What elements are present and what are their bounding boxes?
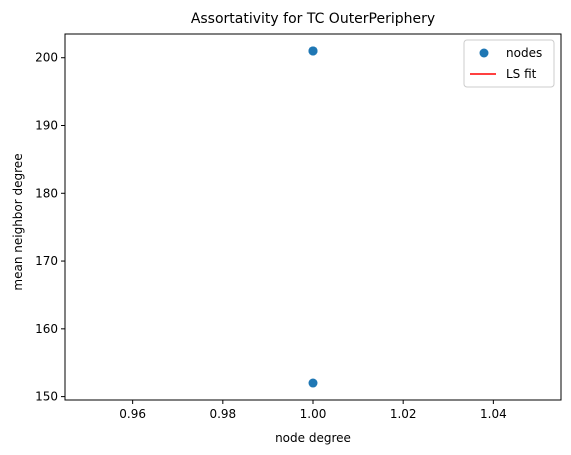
legend: nodes LS fit [464, 40, 554, 87]
y-tick-label: 190 [35, 119, 58, 133]
x-tick-label: 0.96 [119, 407, 146, 421]
data-point [309, 46, 318, 55]
x-tick-label: 0.98 [209, 407, 236, 421]
legend-label: nodes [506, 46, 542, 60]
x-tick-label: 1.00 [300, 407, 327, 421]
x-axis-label: node degree [275, 431, 351, 445]
chart-title: Assortativity for TC OuterPeriphery [191, 11, 435, 27]
x-tick-label: 1.02 [390, 407, 417, 421]
data-point [309, 379, 318, 388]
y-tick-label: 200 [35, 51, 58, 65]
y-tick-label: 180 [35, 186, 58, 200]
y-tick-label: 160 [35, 322, 58, 336]
y-tick-label: 150 [35, 390, 58, 404]
x-tick-label: 1.04 [480, 407, 507, 421]
legend-label: LS fit [506, 67, 537, 81]
y-tick-label: 170 [35, 254, 58, 268]
legend-marker-nodes [480, 49, 489, 58]
y-axis-label: mean neighbor degree [11, 153, 25, 290]
